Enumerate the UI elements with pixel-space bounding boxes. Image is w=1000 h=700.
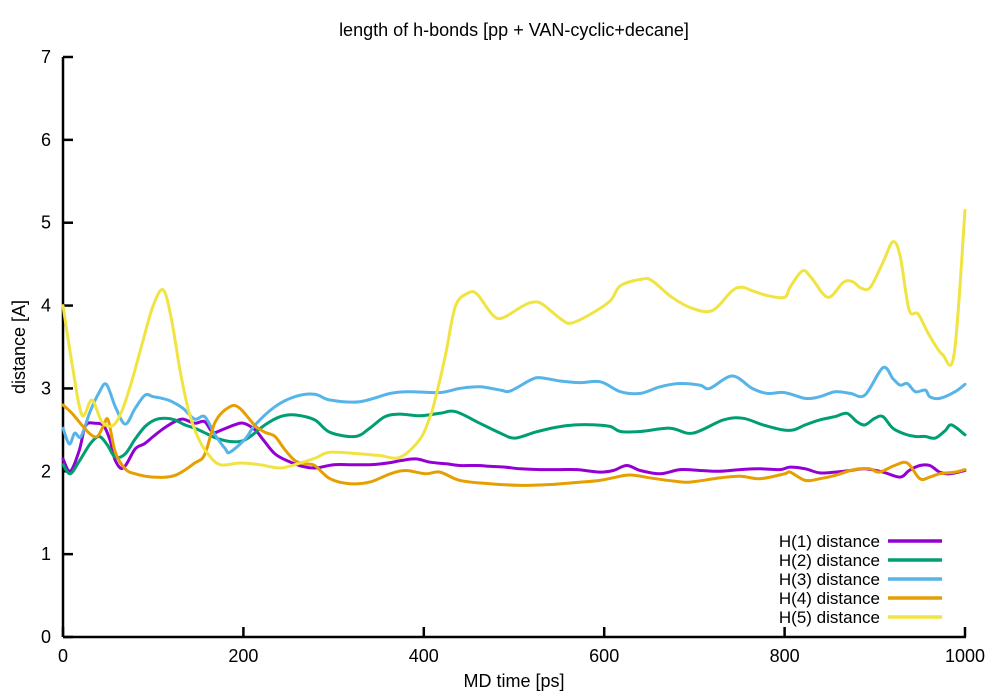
y-tick-label: 7 [41, 47, 51, 67]
series-line [61, 403, 967, 487]
legend-label: H(1) distance [779, 532, 880, 551]
series-line [61, 409, 967, 476]
series-line [61, 208, 967, 470]
series-line [61, 417, 967, 479]
y-tick-label: 4 [41, 296, 51, 316]
x-tick-label: 200 [228, 646, 258, 666]
legend-label: H(3) distance [779, 570, 880, 589]
series-lines [61, 208, 967, 487]
x-tick-label: 400 [409, 646, 439, 666]
chart-title: length of h-bonds [pp + VAN-cyclic+decan… [339, 20, 689, 40]
y-tick-label: 0 [41, 627, 51, 647]
x-tick-label: 0 [58, 646, 68, 666]
y-tick-label: 6 [41, 130, 51, 150]
legend-label: H(2) distance [779, 551, 880, 570]
y-tick-label: 3 [41, 378, 51, 398]
x-tick-label: 1000 [945, 646, 985, 666]
legend-label: H(4) distance [779, 589, 880, 608]
legend-label: H(5) distance [779, 608, 880, 627]
y-tick-label: 5 [41, 213, 51, 233]
series-line [61, 365, 967, 455]
plot-frame [61, 57, 966, 639]
y-axis-label: distance [A] [9, 300, 29, 394]
x-tick-label: 800 [770, 646, 800, 666]
x-tick-label: 600 [589, 646, 619, 666]
y-tick-label: 1 [41, 544, 51, 564]
y-tick-label: 2 [41, 461, 51, 481]
x-axis-ticks: 0 200 400 600 800 1000 [58, 627, 985, 666]
x-axis-label: MD time [ps] [463, 671, 564, 691]
